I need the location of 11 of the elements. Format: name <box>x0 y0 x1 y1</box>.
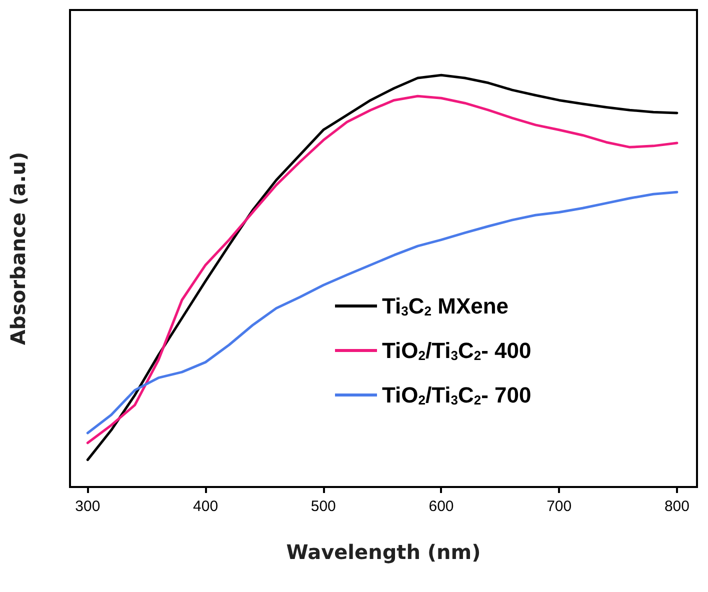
x-tick-label: 300 <box>75 498 100 515</box>
x-tick-label: 600 <box>428 498 454 515</box>
y-axis-title: Absorbance (a.u) <box>6 152 30 346</box>
x-tick-label: 400 <box>193 498 218 515</box>
x-tick-label: 500 <box>310 498 336 515</box>
x-tick-label: 700 <box>546 498 572 515</box>
legend-label: TiO2/Ti3C2- 400 <box>382 338 532 363</box>
legend-label: TiO2/Ti3C2- 700 <box>382 382 532 408</box>
x-tick-label: 800 <box>664 498 690 515</box>
legend-label: Ti3C2 MXene <box>382 294 509 318</box>
x-axis-title: Wavelength (nm) <box>286 540 481 564</box>
